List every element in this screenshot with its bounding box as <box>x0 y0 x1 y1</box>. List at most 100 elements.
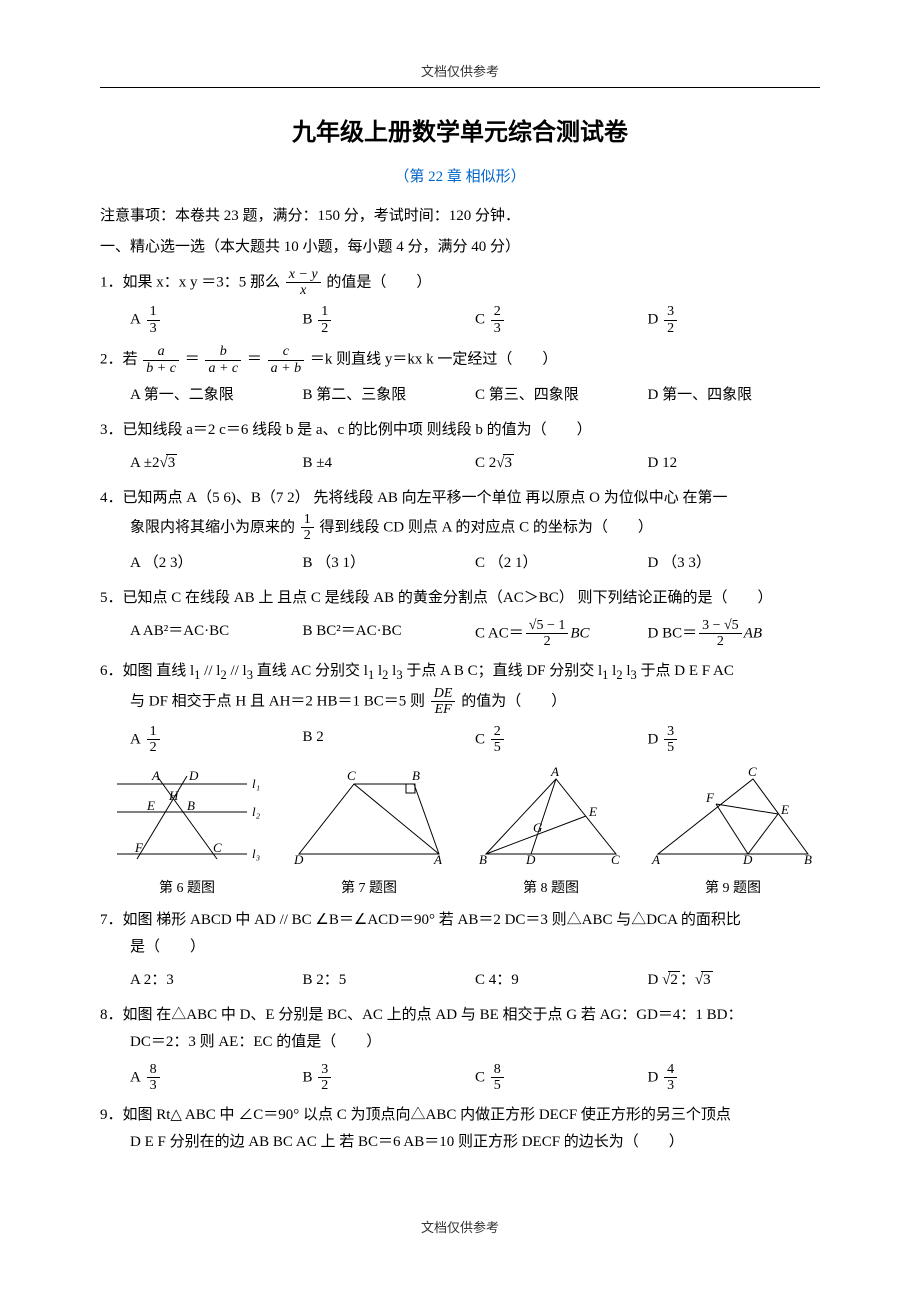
q8-b-label: B <box>303 1069 313 1085</box>
q6-d-num: 3 <box>664 724 677 740</box>
q1-c-den: 3 <box>491 321 504 336</box>
figure-8-caption: 第 8 题图 <box>464 876 638 901</box>
q6-l1e: l <box>374 663 382 679</box>
q5-c-post: BC <box>570 625 589 641</box>
q4-opt-b: B （3 1） <box>303 550 476 577</box>
q2-f2d: a + c <box>205 361 241 376</box>
question-8: 8．如图 在△ABC 中 D、E 分别是 BC、AC 上的点 AD 与 BE 相… <box>100 1002 820 1056</box>
figure-9: C ADB FE 第 9 题图 <box>646 764 820 901</box>
footer-label: 文档仅供参考 <box>100 1216 820 1239</box>
svg-text:D: D <box>525 852 536 867</box>
q3-opt-a: A ±2√3 <box>130 450 303 477</box>
q2-f2n: b <box>205 344 241 360</box>
q8-d-label: D <box>648 1069 659 1085</box>
header-rule <box>100 87 820 88</box>
question-4: 4．已知两点 A（5 6)、B（7 2） 先将线段 AB 向左平移一个单位 再以… <box>100 485 820 544</box>
q7-d-r2: 3 <box>701 971 713 988</box>
q1-options: A 13 B 12 C 23 D 32 <box>100 304 820 336</box>
q5-d-pre: D BC＝ <box>648 625 698 641</box>
q5-opt-b: B BC²＝AC·BC <box>303 618 476 650</box>
q4-opt-c: C （2 1） <box>475 550 648 577</box>
q6-l2a: 与 DF 相交于点 H 且 AH＝2 HB＝1 BC＝5 则 <box>130 693 425 709</box>
svg-text:A: A <box>151 768 160 783</box>
q8-b-den: 2 <box>318 1078 331 1093</box>
section-1-heading: 一、精心选一选（本大题共 10 小题，每小题 4 分，满分 40 分） <box>100 234 820 261</box>
q2-opt-c: C 第三、四象限 <box>475 382 648 409</box>
q5-d-post: AB <box>744 625 762 641</box>
q8-line2: DC＝2：3 则 AE：EC 的值是（ ） <box>100 1029 820 1056</box>
svg-text:C: C <box>611 852 620 867</box>
instructions: 注意事项：本卷共 23 题，满分：150 分，考试时间：120 分钟． <box>100 203 820 230</box>
figure-6: AD H EB FC l₁l₂l₃ 第 6 题图 <box>100 764 274 901</box>
q2-f1d: b + c <box>143 361 179 376</box>
question-3: 3．已知线段 a＝2 c＝6 线段 b 是 a、c 的比例中项 则线段 b 的值… <box>100 417 820 444</box>
q7-line2: 是（ ） <box>100 934 820 961</box>
svg-text:E: E <box>146 798 155 813</box>
q8-d-den: 3 <box>664 1078 677 1093</box>
q7-d-mid: ： <box>680 972 695 988</box>
q6-l1d: 直线 AC 分别交 l <box>253 663 368 679</box>
q2-opt-b: B 第二、三象限 <box>303 382 476 409</box>
q6-opt-a: A 12 <box>130 724 303 756</box>
header-label: 文档仅供参考 <box>100 60 820 83</box>
q1-opt-c: C 23 <box>475 304 648 336</box>
q1-b-label: B <box>303 312 313 328</box>
q6-l1j: 于点 D E F AC <box>637 663 734 679</box>
q2-mid: ＝k 则直线 y＝kx k 一定经过（ ） <box>310 351 558 367</box>
svg-text:A: A <box>433 852 442 867</box>
svg-text:C: C <box>748 764 757 779</box>
q4-l2-den: 2 <box>301 528 314 543</box>
svg-text:C: C <box>347 768 356 783</box>
svg-text:E: E <box>780 802 789 817</box>
q1-a-label: A <box>130 312 141 328</box>
q7-opt-d: D √2：√3 <box>648 967 821 994</box>
q6-c-den: 5 <box>491 740 504 755</box>
q6-d-label: D <box>648 731 659 747</box>
q5-opt-d: D BC＝3 − √52AB <box>648 618 821 650</box>
q7-opt-c: C 4：9 <box>475 967 648 994</box>
svg-text:A: A <box>550 764 559 779</box>
q7-line1: 7．如图 梯形 ABCD 中 AD // BC ∠B＝∠ACD＝90° 若 AB… <box>100 907 820 934</box>
q9-line1: 9．如图 Rt△ ABC 中 ∠C＝90° 以点 C 为顶点向△ABC 内做正方… <box>100 1102 820 1129</box>
q6-l2-den: EF <box>431 702 456 717</box>
q4-line1: 4．已知两点 A（5 6)、B（7 2） 先将线段 AB 向左平移一个单位 再以… <box>100 485 820 512</box>
q6-l2b: 的值为（ ） <box>461 693 566 709</box>
q8-c-num: 8 <box>491 1062 504 1078</box>
figure-9-caption: 第 9 题图 <box>646 876 820 901</box>
q5-options: A AB²＝AC·BC B BC²＝AC·BC C AC＝√5 − 12BC D… <box>100 618 820 650</box>
q6-line2: 与 DF 相交于点 H 且 AH＝2 HB＝1 BC＝5 则 DEEF 的值为（… <box>100 686 820 718</box>
q5-c-pre: C AC＝ <box>475 625 524 641</box>
q5-d-num: 3 − √5 <box>699 618 742 634</box>
svg-text:D: D <box>742 852 753 867</box>
q8-opt-d: D 43 <box>648 1062 821 1094</box>
q7-options: A 2：3 B 2：5 C 4：9 D √2：√3 <box>100 967 820 994</box>
svg-text:B: B <box>187 798 195 813</box>
q1-a-den: 3 <box>147 321 160 336</box>
q9-line2: D E F 分别在的边 AB BC AC 上 若 BC＝6 AB＝10 则正方形… <box>100 1129 820 1156</box>
svg-text:B: B <box>412 768 420 783</box>
q2-pre: 2．若 <box>100 351 138 367</box>
svg-text:F: F <box>705 790 715 805</box>
q6-opt-c: C 25 <box>475 724 648 756</box>
q1-d-den: 2 <box>664 321 677 336</box>
q8-a-den: 3 <box>147 1078 160 1093</box>
q6-opt-b: B 2 <box>303 724 476 756</box>
q7-opt-b: B 2：5 <box>303 967 476 994</box>
q1-b-den: 2 <box>318 321 331 336</box>
q8-options: A 83 B 32 C 85 D 43 <box>100 1062 820 1094</box>
q3-options: A ±2√3 B ±4 C 2√3 D 12 <box>100 450 820 477</box>
svg-text:l₁: l₁ <box>252 776 260 791</box>
page-subtitle: （第 22 章 相似形） <box>100 164 820 191</box>
q2-f3d: a + b <box>268 361 304 376</box>
q4-l2a: 象限内将其缩小为原来的 <box>130 519 295 535</box>
q6-l2-num: DE <box>431 686 456 702</box>
q1-c-label: C <box>475 312 485 328</box>
svg-text:D: D <box>293 852 304 867</box>
figure-8: A BDC E G 第 8 题图 <box>464 764 638 901</box>
q3-opt-b: B ±4 <box>303 450 476 477</box>
svg-text:G: G <box>533 820 543 835</box>
q8-a-label: A <box>130 1069 141 1085</box>
q2-f1n: a <box>143 344 179 360</box>
q6-opt-d: D 35 <box>648 724 821 756</box>
q6-c-label: C <box>475 731 485 747</box>
